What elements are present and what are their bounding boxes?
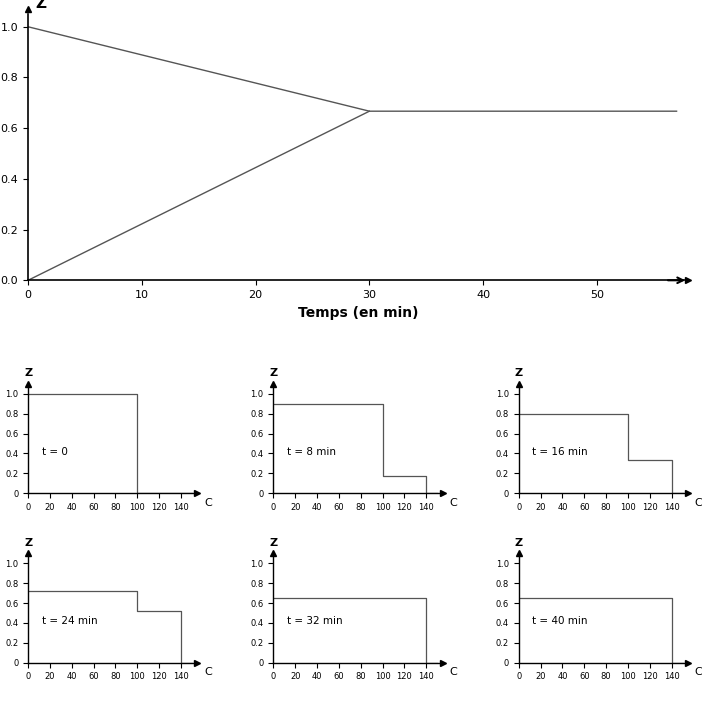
Text: C: C	[449, 667, 457, 677]
Text: t = 0: t = 0	[41, 447, 67, 457]
Text: C: C	[695, 667, 702, 677]
Text: C: C	[695, 498, 702, 508]
X-axis label: Temps (en min): Temps (en min)	[298, 305, 418, 319]
Text: t = 40 min: t = 40 min	[532, 616, 588, 626]
Text: C: C	[449, 498, 457, 508]
Text: Z: Z	[270, 538, 277, 548]
Text: Z: Z	[24, 369, 32, 379]
Text: C: C	[204, 498, 212, 508]
Text: C: C	[204, 667, 212, 677]
Text: Z: Z	[515, 369, 523, 379]
Text: Z: Z	[270, 369, 277, 379]
Text: t = 32 min: t = 32 min	[287, 616, 343, 626]
Text: Z: Z	[515, 538, 523, 548]
Text: Z: Z	[24, 538, 32, 548]
Text: t = 16 min: t = 16 min	[532, 447, 588, 457]
Text: Z: Z	[36, 0, 47, 11]
Text: t = 24 min: t = 24 min	[41, 616, 98, 626]
Text: t = 8 min: t = 8 min	[287, 447, 336, 457]
